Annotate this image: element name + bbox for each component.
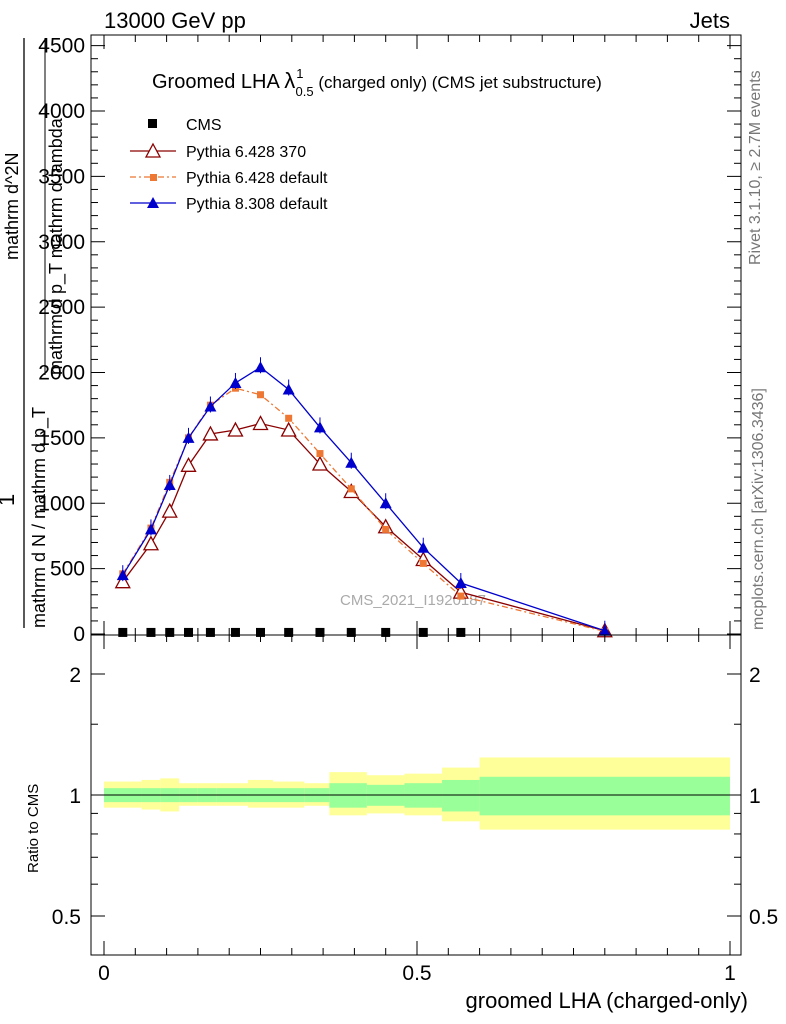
point-p6_370 <box>180 456 197 472</box>
main-y-tick-label: 0 <box>73 623 85 646</box>
point-p6_370 <box>227 421 244 437</box>
x-tick-label: 0 <box>98 962 110 985</box>
header-left: 13000 GeV pp <box>104 8 246 33</box>
legend-label-p8: Pythia 8.308 default <box>186 196 328 213</box>
main-y-tick-label: 2500 <box>38 296 85 319</box>
legend-marker-p8 <box>147 197 159 208</box>
main-y-tick-label: 2000 <box>38 362 85 385</box>
watermark: CMS_2021_I1920187 <box>340 592 486 609</box>
title-sup: 1 <box>296 66 303 81</box>
title-sub: 0.5 <box>296 84 314 99</box>
main-y-ticks: 0 500 1000 1500 2000 2500 3000 3500 4000 4500 <box>38 35 741 646</box>
side-label-top: Rivet 3.1.10, ≥ 2.7M events <box>747 70 764 265</box>
point-p6_370 <box>142 535 160 551</box>
series-line-p6_370 <box>122 422 605 632</box>
legend-marker-cms <box>148 119 157 128</box>
point-cms <box>118 627 128 637</box>
side-label-bottom: mcplots.cern.ch [arXiv:1306.3436] <box>750 388 767 630</box>
main-y-tick-label: 500 <box>50 558 85 581</box>
ratio-bands <box>104 757 730 830</box>
main-y-tick-label: 4500 <box>38 35 85 58</box>
series-layer <box>114 357 613 638</box>
legend-entry-p6-default: Pythia 6.428 default <box>130 170 328 187</box>
point-p6_370 <box>252 415 269 431</box>
point-cms <box>284 627 294 637</box>
legend-entry-cms: CMS <box>148 117 222 134</box>
point-cms <box>165 627 175 637</box>
point-p6_370 <box>202 425 219 441</box>
header-right: Jets <box>690 8 730 33</box>
series-line-p8 <box>122 366 606 632</box>
main-y-label: 1 mathrm d N / mathrm d p_T mathrm d^2N … <box>0 38 67 628</box>
ratio-band-inner <box>442 779 480 812</box>
ratio-panel: 0.5 0.51 12 2 0 0.5 1 Ratio to CMS <box>25 634 778 985</box>
title-prefix: Groomed LHA <box>152 71 284 93</box>
point-cms <box>418 627 428 637</box>
point-cms <box>315 627 325 637</box>
point-p6_default <box>257 391 264 399</box>
title-symbol: λ <box>284 68 295 93</box>
legend-marker-p6-370 <box>144 142 162 158</box>
main-y-tick-label: 3000 <box>38 231 85 254</box>
point-p6_370 <box>280 421 297 437</box>
main-panel: 0 500 1000 1500 2000 2500 3000 3500 4000 4500 CMS… <box>38 34 742 646</box>
legend-label-p6-default: Pythia 6.428 default <box>186 170 328 187</box>
point-p6_default <box>419 559 427 567</box>
point-p6_370 <box>311 455 329 471</box>
ratio-y-tick-label: 1 <box>69 785 81 808</box>
legend-marker-p6-default <box>150 174 157 181</box>
ratio-y-tick-label-right: 0.5 <box>749 906 778 929</box>
ratio-band-inner <box>479 776 730 816</box>
plot-title: Groomed LHA λ1 0.5 (charged only) (CMS je… <box>152 66 602 99</box>
point-cms <box>381 627 391 637</box>
point-p6_default <box>347 485 355 493</box>
x-axis-label: groomed LHA (charged-only) <box>466 988 748 1013</box>
main-y-tick-label: 4000 <box>38 100 85 123</box>
point-p6_default <box>316 450 324 458</box>
point-cms <box>146 627 156 637</box>
legend-label-p6-370: Pythia 6.428 370 <box>186 144 306 161</box>
point-cms <box>205 627 215 637</box>
x-tick-label: 0.5 <box>402 962 431 985</box>
point-cms <box>456 627 466 637</box>
point-cms <box>230 627 240 637</box>
ratio-y-tick-label: 0.5 <box>52 906 81 929</box>
ratio-x-ticks: 0 0.5 1 <box>98 635 736 985</box>
main-y-tick-label: 3500 <box>38 165 85 188</box>
y-label-line-3: mathrm d p_T mathrm d lambda <box>46 117 67 375</box>
ratio-y-ticks: 0.5 0.5 1 1 2 2 <box>52 664 778 929</box>
point-p6_default <box>285 414 293 422</box>
ratio-y-tick-label-right: 1 <box>749 785 761 808</box>
point-p6_370 <box>161 502 178 518</box>
legend-entry-p6-370: Pythia 6.428 370 <box>130 142 306 161</box>
point-cms <box>256 627 265 637</box>
y-label-line-2: mathrm d^2N <box>2 153 22 260</box>
y-label-one: 1 <box>0 494 19 506</box>
main-y-tick-label: 1000 <box>38 492 85 515</box>
legend: CMS Pythia 6.428 370 Pythia 6.428 defaul… <box>130 117 328 213</box>
point-p6_370 <box>114 573 131 589</box>
ratio-y-tick-label: 2 <box>69 664 81 687</box>
ratio-y-tick-label-right: 2 <box>749 664 761 687</box>
legend-entry-p8: Pythia 8.308 default <box>130 196 328 213</box>
y-label-line-1: mathrm d N / mathrm d p_T <box>29 407 50 628</box>
point-cms <box>346 627 356 637</box>
title-suffix: (charged only) (CMS jet substructure) <box>314 73 602 92</box>
point-p6_default <box>382 525 390 533</box>
point-p6_default <box>457 592 465 600</box>
point-cms <box>184 627 194 637</box>
ratio-y-label: Ratio to CMS <box>25 784 42 873</box>
main-y-tick-label: 1500 <box>38 427 85 450</box>
legend-label-cms: CMS <box>186 117 222 134</box>
x-tick-label: 1 <box>724 962 736 985</box>
